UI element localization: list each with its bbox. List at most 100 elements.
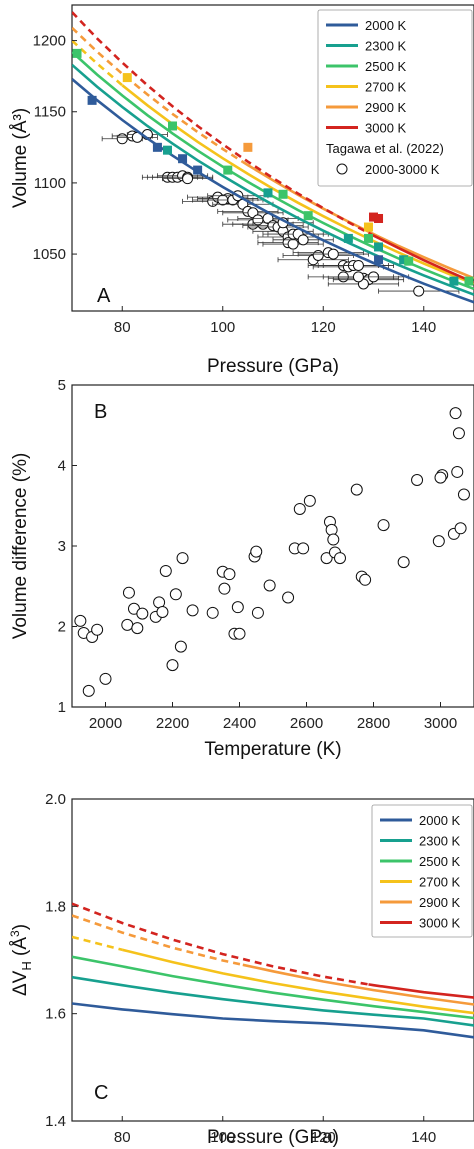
panel-a-marker	[464, 276, 474, 286]
panel-b-xtick-label: 2800	[357, 715, 390, 732]
panel-c-legend-label: 2300 K	[419, 834, 461, 849]
panel-b-data-point	[457, 488, 470, 501]
panel-b-xtick-label: 2000	[89, 715, 122, 732]
panel-a-marker	[87, 95, 97, 105]
panel-a-marker	[223, 165, 233, 175]
panel-a-marker	[363, 222, 373, 232]
panel-a-marker	[449, 276, 459, 286]
panel-a-marker	[193, 165, 203, 175]
panel-a-xtick-label: 140	[411, 319, 436, 336]
panel-b-ytick-label: 1	[58, 699, 66, 716]
panel-b-data-point	[293, 502, 306, 515]
panel-c-ytick-label: 1.8	[45, 898, 66, 915]
panel-c-xtick-label: 100	[210, 1129, 235, 1146]
panel-c-frame	[71, 798, 474, 1122]
panel-c-legend-label: 2700 K	[419, 875, 461, 890]
panel-a-marker	[374, 213, 384, 223]
panel-a-xtick-label: 120	[311, 319, 336, 336]
panel-b-xtick-label: 2200	[156, 715, 189, 732]
panel-b-data-point	[432, 535, 445, 548]
panel-c-series-line-dashed	[72, 935, 123, 952]
panel-a-series-line-dashed	[72, 26, 244, 163]
panel-c-ytick-label: 2.0	[45, 791, 66, 808]
panel-a-marker	[399, 255, 409, 265]
panel-b-data-point	[136, 607, 149, 620]
panel-b-data-point	[350, 483, 363, 496]
panel-c-series-line-dashed	[72, 902, 369, 986]
panel-a-ytick-label: 1200	[33, 33, 66, 50]
panel-a-ylabel: Volume (Å³)	[10, 108, 31, 208]
ref-data-point	[116, 133, 128, 145]
panel-a-marker	[243, 142, 253, 152]
panel-c-legend-label: 2900 K	[419, 895, 461, 910]
panel-a-frame	[71, 4, 474, 312]
panel-c-plot-area	[72, 902, 474, 1039]
panel-c-xtick-label: 140	[411, 1129, 436, 1146]
panel-a-marker	[374, 255, 384, 265]
panel-a-marker	[369, 212, 378, 222]
panel-b-plot-area	[74, 407, 470, 697]
panel-b-data-point	[297, 542, 310, 555]
panel-b-data-point	[159, 564, 172, 577]
panel-b-data-point	[122, 586, 135, 599]
panel-c-ytick-label: 1.4	[45, 1113, 66, 1130]
panel-b-data-point	[451, 465, 464, 478]
panel-b-data-point	[251, 606, 264, 619]
panel-b-data-point	[169, 588, 182, 601]
ref-data-point	[312, 249, 324, 261]
panel-c-legend-label: 2000 K	[419, 813, 461, 828]
panel-a-legend-label: 2900 K	[365, 100, 407, 115]
panel-b-data-point	[223, 568, 236, 581]
panel-b-data-point	[82, 684, 95, 697]
panel-a-plot-area	[72, 11, 474, 304]
panel-b-xlabel: Temperature (K)	[204, 739, 341, 760]
panel-b-data-point	[99, 672, 112, 685]
panel-b-data-point	[233, 627, 246, 640]
panel-b-data-point	[186, 604, 199, 617]
ref-data-point	[182, 173, 194, 185]
panel-a-marker	[278, 189, 288, 199]
panel-c-ytick-label: 1.6	[45, 1006, 66, 1023]
panel-b-data-point	[206, 606, 219, 619]
panel-c-legend-label: 3000 K	[419, 916, 461, 931]
panel-b-data-point	[74, 614, 87, 627]
panel-a-marker	[343, 233, 353, 243]
panel-c-letter: C	[94, 1082, 108, 1104]
panel-b-ylabel: Volume difference (%)	[10, 453, 31, 640]
panel-a-marker	[162, 145, 172, 155]
panel-c-legend-label: 2500 K	[419, 854, 461, 869]
panel-a-letter: A	[97, 285, 111, 307]
panel-b-data-point	[131, 622, 144, 635]
panel-c-legend-box	[371, 804, 473, 938]
panel-a-marker	[152, 142, 162, 152]
panel-b-data-point	[218, 582, 231, 595]
panel-a-marker	[263, 188, 273, 198]
panel-a-legend-ref-marker	[336, 163, 348, 175]
panel-c-ylabel: ΔVH (Å3)	[8, 924, 34, 996]
panel-a-marker	[303, 211, 313, 221]
panel-b-data-point	[452, 427, 465, 440]
panel-a-legend-label: 2300 K	[365, 39, 407, 54]
panel-b-data-point	[325, 523, 338, 536]
panel-b-xtick-label: 2400	[223, 715, 256, 732]
panel-a-marker	[122, 73, 132, 83]
panel-a-legend-label: 2700 K	[365, 80, 407, 95]
panel-b-data-point	[91, 623, 104, 636]
panel-b-data-point	[166, 659, 179, 672]
ref-data-point	[297, 234, 309, 246]
panel-b-ytick-label: 4	[58, 458, 66, 475]
panel-b-data-point	[359, 573, 372, 586]
panel-a-marker	[72, 48, 82, 58]
panel-a-xtick-label: 100	[210, 319, 235, 336]
panel-a-marker	[404, 256, 414, 266]
panel-b-xtick-label: 3000	[424, 715, 457, 732]
panel-b-frame	[71, 384, 474, 708]
panel-b-data-point	[397, 556, 410, 569]
ref-data-point	[413, 285, 425, 297]
panel-c-xtick-label: 80	[114, 1129, 131, 1146]
ref-data-point	[327, 248, 339, 260]
panel-c-xtick-label: 120	[311, 1129, 336, 1146]
svg-text:ΔVH (Å3): ΔVH (Å3)	[8, 924, 34, 996]
panel-c-series-line	[72, 975, 474, 1027]
